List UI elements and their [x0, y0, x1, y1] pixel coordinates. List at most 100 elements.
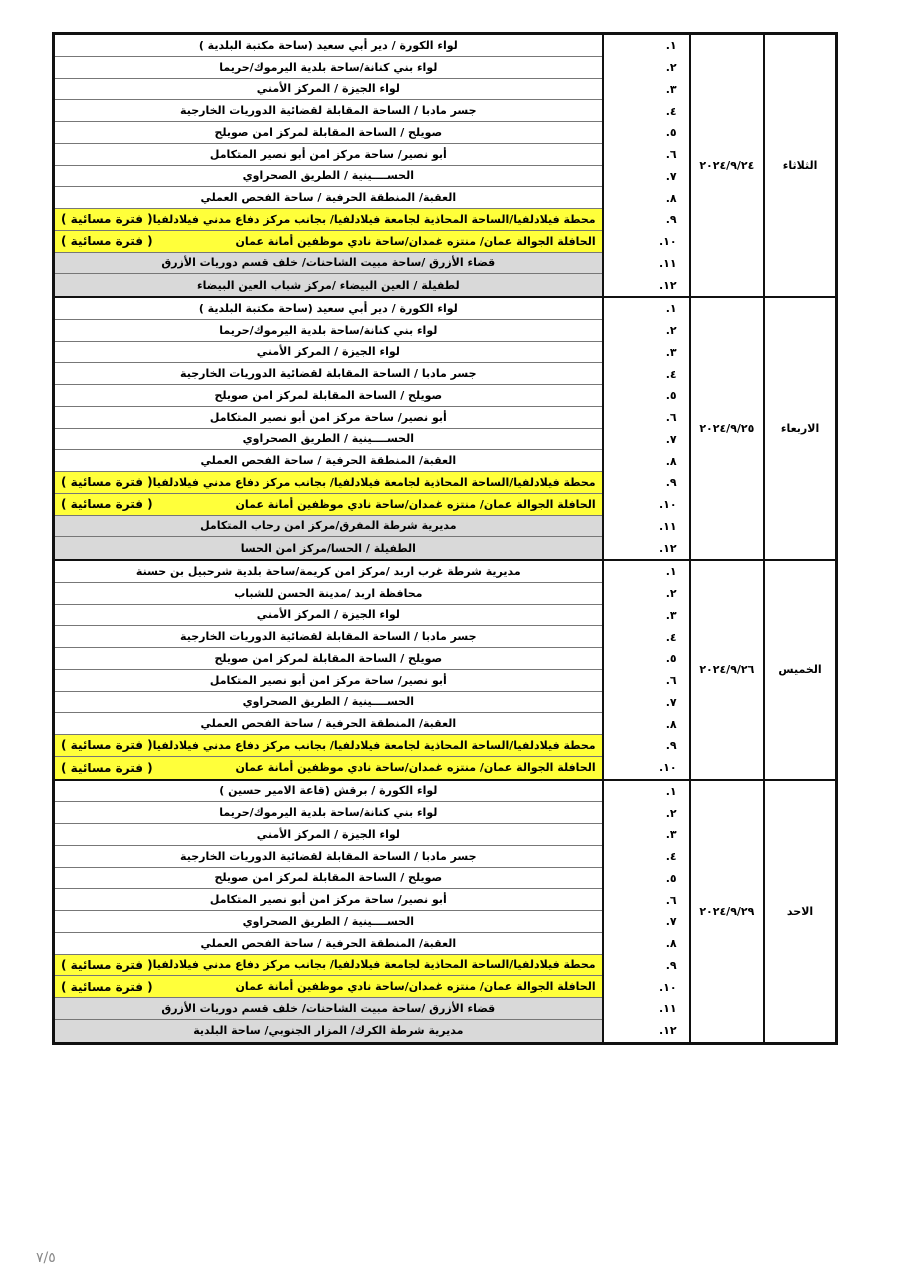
evening-shift-tag: ( فترة مسائية ) [61, 760, 153, 775]
table-row: ١١. مديرية شرطة المفرق/مركز امن رحاب المت… [55, 515, 689, 538]
row-number: ٩. [601, 954, 689, 977]
table-row: ٩. محطة فيلادلفيا/الساحة المحاذية لجامعة … [55, 735, 689, 757]
location-cell: محطة فيلادلفيا/الساحة المحاذية لجامعة في… [55, 735, 602, 757]
row-number: ٦. [601, 143, 689, 166]
row-number: ٥. [601, 122, 689, 144]
location-cell: محافظة اربد /مدينة الحسن للشباب [55, 583, 602, 605]
table-row: ٨. العقبة/ المنطقة الحرفية / ساحة الفحص ا… [55, 450, 689, 472]
location-cell: لواء بني كنانة/ساحة بلدية اليرموك/حريما [55, 802, 602, 824]
location-text: جسر مادبا / الساحة المقابلة لقضائية الدو… [180, 849, 477, 863]
location-text: محافظة اربد /مدينة الحسن للشباب [234, 586, 423, 600]
location-text: محطة فيلادلفيا/الساحة المحاذية لجامعة في… [152, 475, 596, 489]
table-row: ٨. العقبة/ المنطقة الحرفية / ساحة الفحص ا… [55, 713, 689, 735]
date-cell: ٢٠٢٤/٩/٢٩ [688, 780, 763, 1042]
location-text: العقبة/ المنطقة الحرفية / ساحة الفحص الع… [200, 191, 457, 205]
table-row: ٧. الحســــينية / الطريق الصحراوي [55, 428, 689, 451]
row-number: ٥. [601, 648, 689, 670]
table-row: ٩. محطة فيلادلفيا/الساحة المحاذية لجامعة … [55, 209, 689, 231]
location-text: لواء بني كنانة/ساحة بلدية اليرموك/حريما [219, 806, 438, 820]
table-row: ١٢. الطفيلة / الحسا/مركز امن الحسا [55, 537, 689, 559]
table-row: ٩. محطة فيلادلفيا/الساحة المحاذية لجامعة … [55, 472, 689, 494]
row-number: ٩. [601, 472, 689, 494]
row-number: ١٠. [601, 230, 689, 253]
location-cell: جسر مادبا / الساحة المقابلة لقضائية الدو… [55, 626, 602, 648]
location-rows: ١. لواء الكورة / برقش (قاعة الامير حسين )… [55, 780, 689, 1042]
row-number: ١٠. [601, 756, 689, 779]
location-text: الحافلة الجوالة عمان/ منتزه غمدان/ساحة ن… [235, 497, 596, 511]
location-cell: صويلح / الساحة المقابلة لمركز امن صويلح [55, 385, 602, 407]
table-row: ٥. صويلح / الساحة المقابلة لمركز امن صويل… [55, 385, 689, 407]
location-text: العقبة/ المنطقة الحرفية / ساحة الفحص الع… [200, 454, 457, 468]
location-text: لواء الجيزة / المركز الأمني [256, 827, 400, 841]
row-number: ٢. [601, 582, 689, 605]
location-cell: الحافلة الجوالة عمان/ منتزه غمدان/ساحة ن… [55, 493, 602, 516]
evening-shift-tag: ( فترة مسائية ) [61, 738, 153, 753]
location-cell: جسر مادبا / الساحة المقابلة لقضائية الدو… [55, 846, 602, 868]
row-number: ٤. [601, 363, 689, 385]
row-number: ٤. [601, 100, 689, 122]
table-row: ٢. محافظة اربد /مدينة الحسن للشباب [55, 582, 689, 605]
location-cell: جسر مادبا / الساحة المقابلة لقضائية الدو… [55, 363, 602, 385]
location-text: لواء الجيزة / المركز الأمني [256, 608, 400, 622]
date-cell: ٢٠٢٤/٩/٢٥ [688, 298, 763, 559]
location-cell: أبو نصير/ ساحة مركز امن أبو نصير المتكام… [55, 407, 602, 429]
location-text: لواء الجيزة / المركز الأمني [256, 82, 400, 96]
day-cell: الثلاثاء [763, 35, 835, 296]
table-row: ٤. جسر مادبا / الساحة المقابلة لقضائية ال… [55, 100, 689, 122]
table-row: ٥. صويلح / الساحة المقابلة لمركز امن صويل… [55, 122, 689, 144]
location-text: أبو نصير/ ساحة مركز امن أبو نصير المتكام… [209, 893, 447, 907]
day-cell: الاحد [763, 780, 835, 1042]
location-cell: مديرية شرطة المفرق/مركز امن رحاب المتكام… [55, 515, 602, 538]
table-row: ١. مديرية شرطة غرب اربد /مركز امن كريمة/س… [55, 561, 689, 583]
row-number: ٥. [601, 385, 689, 407]
table-row: ١٠. الحافلة الجوالة عمان/ منتزه غمدان/ساح… [55, 756, 689, 779]
day-block: الاحد ٢٠٢٤/٩/٢٩ ١. لواء الكورة / برقش (قاعة… [55, 780, 835, 1042]
location-text: الحســــينية / الطريق الصحراوي [242, 914, 415, 928]
row-number: ٧. [601, 911, 689, 933]
row-number: ٨. [601, 932, 689, 955]
location-text: لواء الجيزة / المركز الأمني [256, 345, 400, 359]
row-number: ٧. [601, 165, 689, 188]
location-cell: قضاء الأزرق /ساحة مبيت الشاحنات/ خلف قسم… [55, 252, 602, 275]
location-cell: الحســــينية / الطريق الصحراوي [55, 911, 602, 933]
day-block: الاربعاء ٢٠٢٤/٩/٢٥ ١. لواء الكورة / دير أبي… [55, 298, 835, 561]
table-row: ٣. لواء الجيزة / المركز الأمني [55, 824, 689, 846]
table-row: ١٠. الحافلة الجوالة عمان/ منتزه غمدان/ساح… [55, 230, 689, 253]
location-cell: مديرية شرطة الكرك/ المزار الجنوبي/ ساحة … [55, 1019, 602, 1042]
row-number: ٩. [601, 209, 689, 231]
location-cell: محطة فيلادلفيا/الساحة المحاذية لجامعة في… [55, 954, 602, 977]
location-text: الحافلة الجوالة عمان/ منتزه غمدان/ساحة ن… [235, 980, 596, 994]
table-row: ٢. لواء بني كنانة/ساحة بلدية اليرموك/حريم… [55, 319, 689, 342]
location-cell: الحافلة الجوالة عمان/ منتزه غمدان/ساحة ن… [55, 976, 602, 998]
row-number: ٨. [601, 713, 689, 735]
location-text: لواء الكورة / برقش (قاعة الامير حسين ) [219, 784, 438, 798]
location-text: قضاء الأزرق /ساحة مبيت الشاحنات/ خلف قسم… [161, 256, 496, 270]
row-number: ٥. [601, 867, 689, 890]
table-row: ١٠. الحافلة الجوالة عمان/ منتزه غمدان/ساح… [55, 493, 689, 516]
location-cell: العقبة/ المنطقة الحرفية / ساحة الفحص الع… [55, 187, 602, 209]
evening-shift-tag: ( فترة مسائية ) [61, 212, 153, 227]
table-row: ٢. لواء بني كنانة/ساحة بلدية اليرموك/حريم… [55, 802, 689, 824]
location-cell: لواء الجيزة / المركز الأمني [55, 824, 602, 846]
table-row: ٧. الحســــينية / الطريق الصحراوي [55, 691, 689, 714]
table-row: ٩. محطة فيلادلفيا/الساحة المحاذية لجامعة … [55, 954, 689, 977]
table-row: ٧. الحســــينية / الطريق الصحراوي [55, 165, 689, 188]
location-cell: صويلح / الساحة المقابلة لمركز امن صويلح [55, 648, 602, 670]
location-text: محطة فيلادلفيا/الساحة المحاذية لجامعة في… [152, 212, 596, 226]
location-cell: أبو نصير/ ساحة مركز امن أبو نصير المتكام… [55, 889, 602, 911]
location-text: الحســــينية / الطريق الصحراوي [242, 432, 415, 446]
location-cell: الحافلة الجوالة عمان/ منتزه غمدان/ساحة ن… [55, 230, 602, 253]
evening-shift-tag: ( فترة مسائية ) [61, 497, 153, 512]
location-cell: الطفيلة / الحسا/مركز امن الحسا [55, 537, 602, 559]
day-cell: الاربعاء [763, 298, 835, 559]
table-row: ٣. لواء الجيزة / المركز الأمني [55, 341, 689, 364]
row-number: ٦. [601, 406, 689, 429]
location-cell: محطة فيلادلفيا/الساحة المحاذية لجامعة في… [55, 472, 602, 494]
location-cell: لطفيلة / العين البيضاء /مركز شباب العين … [55, 274, 602, 296]
location-cell: لواء الكورة / دير أبي سعيد (ساحة مكتبة ا… [55, 35, 602, 57]
location-cell: صويلح / الساحة المقابلة لمركز امن صويلح [55, 122, 602, 144]
row-number: ٧. [601, 691, 689, 714]
location-cell: لواء بني كنانة/ساحة بلدية اليرموك/حريما [55, 57, 602, 79]
location-text: لواء الكورة / دير أبي سعيد (ساحة مكتبة ا… [198, 301, 458, 315]
row-number: ١١. [601, 252, 689, 275]
